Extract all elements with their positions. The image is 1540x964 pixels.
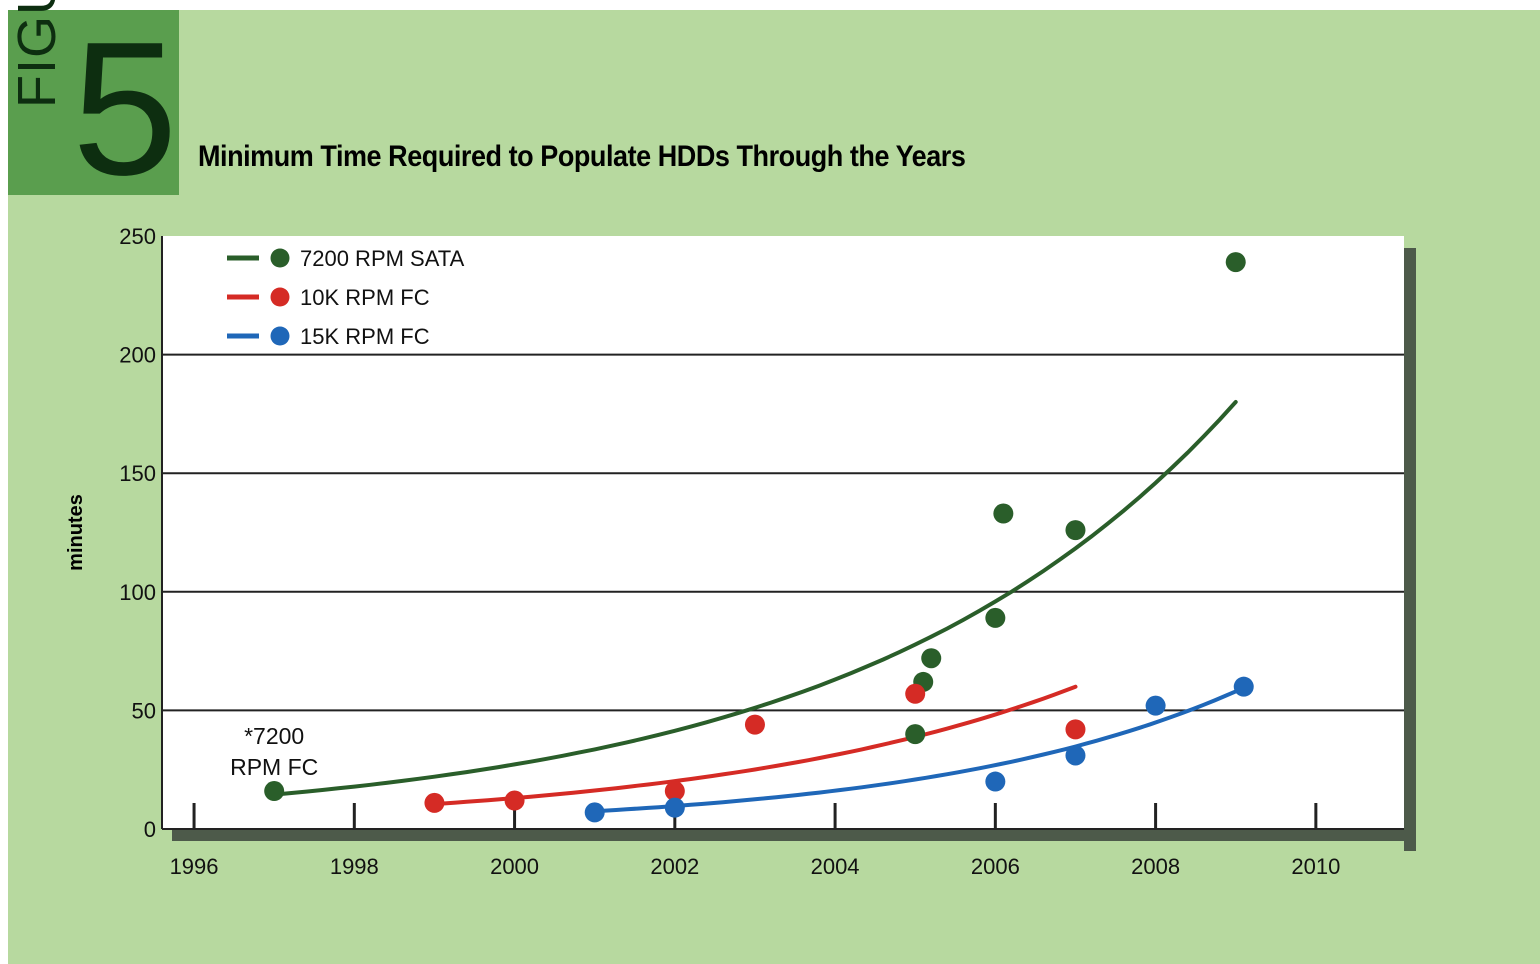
plot-shadow-right	[1404, 248, 1416, 851]
data-point-s3-1	[584, 802, 605, 823]
data-point-s1-2	[905, 724, 926, 745]
data-point-s3-3	[985, 771, 1006, 792]
trend-lines	[272, 400, 1238, 814]
data-point-s2-2	[504, 790, 525, 811]
x-tick-label-2010: 2010	[1291, 854, 1340, 879]
data-point-s3-5	[1145, 695, 1166, 716]
x-tick-label-2004: 2004	[811, 854, 860, 879]
data-point-s1-4	[921, 648, 942, 669]
data-point-s1-7	[1065, 520, 1086, 541]
data-point-s2-3	[664, 781, 685, 802]
data-point-s1-6	[993, 503, 1014, 524]
x-tick-label-1998: 1998	[330, 854, 379, 879]
data-point-s3-2	[664, 797, 685, 818]
y-tick-label-0: 0	[144, 817, 156, 842]
legend-label-2: 10K RPM FC	[300, 285, 430, 310]
x-tick-label-2002: 2002	[650, 854, 699, 879]
legend-marker-2	[270, 287, 290, 307]
data-point-s2-5	[905, 683, 926, 704]
x-tick-label-2006: 2006	[971, 854, 1020, 879]
data-point-s3-6	[1233, 676, 1254, 697]
data-point-s3-4	[1065, 745, 1086, 766]
plot-area	[162, 236, 1404, 829]
data-point-s2-4	[744, 714, 765, 735]
x-tick-label-1996: 1996	[170, 854, 219, 879]
annotation: *7200 RPM FC	[230, 723, 318, 780]
trend-line-1	[272, 400, 1238, 797]
data-point-s2-1	[424, 792, 445, 813]
plot-shadow-bottom	[172, 829, 1416, 841]
gridlines	[162, 353, 1404, 712]
data-points	[264, 252, 1254, 823]
legend: 7200 RPM SATA 10K RPM FC 15K RPM FC	[227, 246, 465, 349]
chart-title: Minimum Time Required to Populate HDDs T…	[198, 140, 966, 173]
data-point-s1-8	[1225, 252, 1246, 273]
axes: 0 50 100 150 200 250 1996 1998 2000 2002 2004 2006 2…	[65, 224, 1404, 879]
legend-label-3: 15K RPM FC	[300, 324, 430, 349]
legend-marker-1	[270, 248, 290, 268]
y-axis-title: minutes	[65, 494, 87, 571]
legend-marker-3	[270, 326, 290, 346]
legend-label-1: 7200 RPM SATA	[300, 246, 465, 271]
figure-number: 5	[72, 3, 178, 215]
y-tick-label-150: 150	[119, 461, 156, 486]
annotation-line-2: RPM FC	[230, 754, 318, 780]
y-tick-label-50: 50	[132, 698, 156, 723]
data-point-s1-1	[264, 781, 285, 802]
y-tick-label-200: 200	[119, 343, 156, 368]
x-tick-label-2008: 2008	[1131, 854, 1180, 879]
y-tick-label-100: 100	[119, 580, 156, 605]
x-tick-label-2000: 2000	[490, 854, 539, 879]
annotation-line-1: *7200	[244, 723, 304, 749]
y-tick-label-250: 250	[119, 224, 156, 249]
figure-badge: FIGURE 5	[7, 0, 179, 215]
plot-shadow	[172, 248, 1416, 851]
data-point-s1-5	[985, 607, 1006, 628]
trend-line-2	[432, 684, 1078, 807]
plot-background	[162, 236, 1404, 829]
data-point-s2-6	[1065, 719, 1086, 740]
trend-line-3	[592, 689, 1238, 814]
